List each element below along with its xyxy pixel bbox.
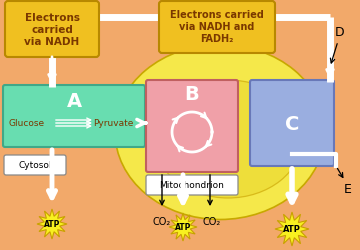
FancyBboxPatch shape (5, 2, 99, 58)
FancyBboxPatch shape (3, 86, 145, 148)
Polygon shape (37, 209, 67, 239)
FancyBboxPatch shape (146, 175, 238, 195)
Text: ATP: ATP (175, 222, 191, 232)
Text: ATP: ATP (44, 220, 60, 228)
FancyBboxPatch shape (159, 2, 275, 54)
Ellipse shape (154, 81, 302, 198)
FancyBboxPatch shape (146, 81, 238, 172)
Text: CO₂: CO₂ (203, 216, 221, 226)
FancyBboxPatch shape (4, 156, 66, 175)
Text: ATP: ATP (283, 224, 301, 234)
Text: C: C (285, 114, 299, 133)
FancyBboxPatch shape (250, 81, 334, 166)
Text: D: D (335, 26, 345, 38)
Text: Electrons
carried
via NADH: Electrons carried via NADH (24, 12, 80, 47)
Text: Glucose: Glucose (9, 119, 45, 128)
Text: CO₂: CO₂ (153, 216, 171, 226)
Text: A: A (67, 92, 82, 111)
Polygon shape (169, 213, 197, 241)
Text: Cytosol: Cytosol (18, 161, 52, 170)
Text: B: B (185, 85, 199, 104)
Text: Electrons carried
via NADH and
FADH₂: Electrons carried via NADH and FADH₂ (170, 10, 264, 44)
Text: Pyruvate: Pyruvate (93, 119, 133, 128)
Text: Mitochondrion: Mitochondrion (159, 181, 224, 190)
Polygon shape (275, 212, 309, 246)
Ellipse shape (115, 45, 325, 220)
Text: E: E (344, 183, 352, 196)
